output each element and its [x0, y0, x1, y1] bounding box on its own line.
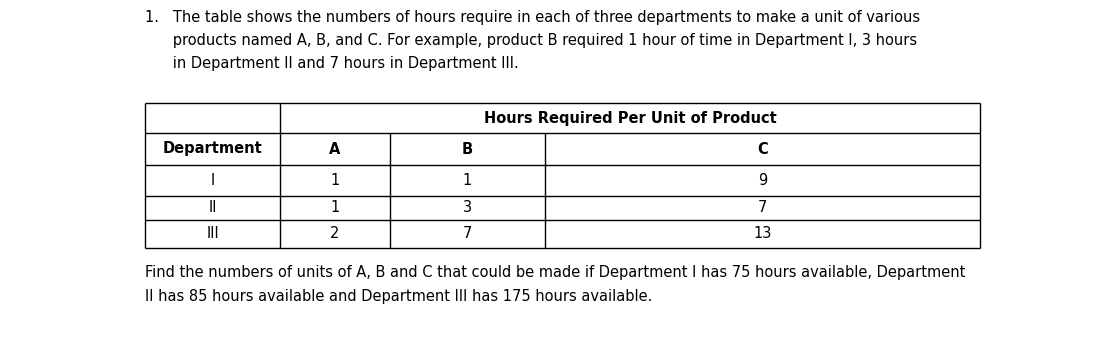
Text: Hours Required Per Unit of Product: Hours Required Per Unit of Product [483, 110, 776, 126]
Text: products named A, B, and C. For example, product B required 1 hour of time in De: products named A, B, and C. For example,… [145, 33, 917, 48]
Text: 1: 1 [463, 173, 472, 188]
Text: III: III [206, 227, 219, 242]
Text: I: I [211, 173, 214, 188]
Text: II has 85 hours available and Department III has 175 hours available.: II has 85 hours available and Department… [145, 289, 652, 304]
Text: 1.   The table shows the numbers of hours require in each of three departments t: 1. The table shows the numbers of hours … [145, 10, 920, 25]
Text: II: II [209, 200, 216, 216]
Text: B: B [462, 142, 473, 156]
Text: 13: 13 [753, 227, 772, 242]
Text: 1: 1 [330, 173, 339, 188]
Text: Find the numbers of units of A, B and C that could be made if Department I has 7: Find the numbers of units of A, B and C … [145, 265, 965, 280]
Text: C: C [758, 142, 768, 156]
Text: 1: 1 [330, 200, 339, 216]
Text: 7: 7 [758, 200, 768, 216]
Text: 3: 3 [463, 200, 472, 216]
Text: in Department II and 7 hours in Department III.: in Department II and 7 hours in Departme… [145, 56, 518, 71]
Text: 9: 9 [758, 173, 768, 188]
Text: A: A [329, 142, 340, 156]
Text: 7: 7 [463, 227, 472, 242]
Text: Department: Department [163, 142, 262, 156]
Text: 2: 2 [330, 227, 339, 242]
